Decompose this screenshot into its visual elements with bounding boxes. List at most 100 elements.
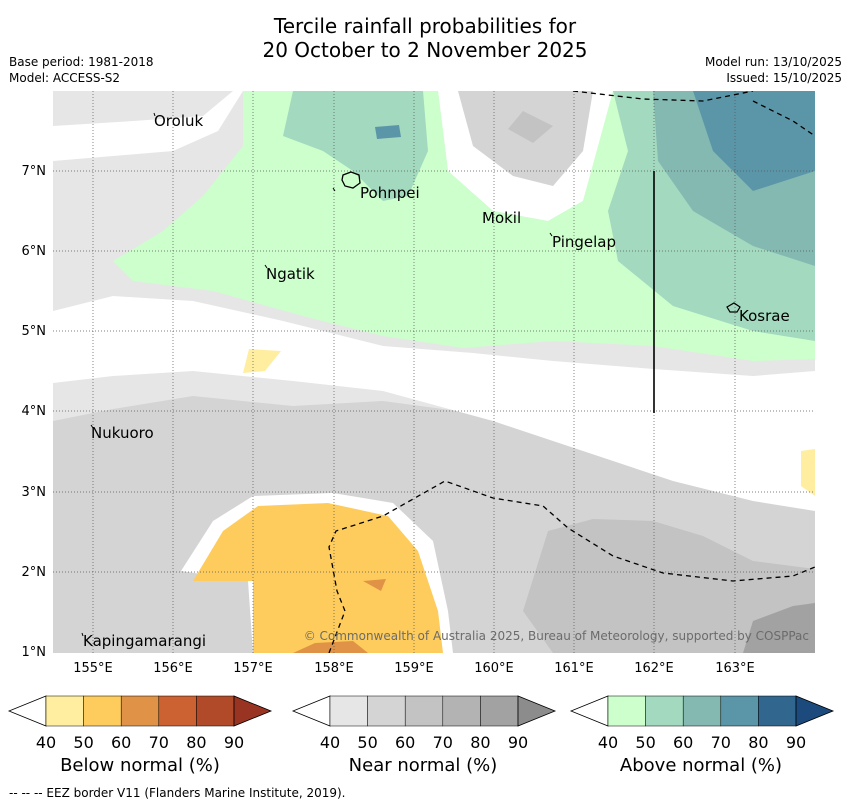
lat-tick-1n: 1°N [21,645,47,660]
place-label-kapingamarangi: Kapingamarangi [83,632,206,650]
lat-tick-4n: 4°N [21,404,47,419]
near-colorbar-segment [329,695,368,727]
lat-tick-5n: 5°N [21,324,47,339]
legend-colorbars [7,695,835,727]
lon-tick-157e: 157°E [233,661,273,676]
probability-map: Oroluk Pohnpei Mokil Pingelap Ngatik Kos… [53,91,815,653]
above-colorbar-segment [758,695,797,727]
below-colorbar-tick-label: 70 [148,733,169,752]
copyright-notice: © Commonwealth of Australia 2025, Bureau… [304,629,809,643]
near-normal-60-north [508,111,553,143]
near-colorbar-segment [442,695,481,727]
pohnpei-island [341,171,361,189]
near-normal-oroluk-region [53,91,233,126]
above-colorbar-tick-label: 60 [673,733,694,752]
near-colorbar-tick-label: 70 [432,733,453,752]
lat-tick-7n: 7°N [21,164,47,179]
near-colorbar-segment [367,695,406,727]
lon-tick-163e: 163°E [715,661,755,676]
place-label-pohnpei: Pohnpei [360,184,420,202]
eez-footnote: -- -- -- EEZ border V11 (Flanders Marine… [9,786,346,800]
lon-tick-160e: 160°E [474,661,514,676]
below-colorbar-tick-label: 80 [186,733,207,752]
above-normal-70-pohnpei [375,125,401,139]
above-colorbar-tick-label: 50 [635,733,656,752]
below-normal-40-east [801,449,815,496]
issued-label: Issued: 15/10/2025 [726,71,842,85]
oroluk-atoll [153,112,156,117]
lon-tick-158e: 158°E [314,661,354,676]
near-colorbar-segment [404,695,444,727]
below-colorbar-segment [196,695,235,727]
kosrae-island [726,302,741,313]
map-title-line1: Tercile rainfall probabilities for [273,14,577,38]
below-colorbar-tick-label: 60 [111,733,132,752]
pingelap-atoll [549,232,553,237]
place-label-kosrae: Kosrae [739,307,790,325]
kapingamarangi-atoll [81,632,84,637]
lon-tick-161e: 161°E [554,661,594,676]
near-normal-colorbar [291,695,557,727]
near-colorbar-low-extension [291,695,331,727]
eez-border [328,91,815,653]
above-colorbar-segment [720,695,759,727]
below-colorbar-low-extension [7,695,47,727]
near-colorbar-tick-label: 40 [319,733,341,752]
below-normal-40-patch [243,349,281,373]
below-normal-60-south [293,641,368,653]
base-period-label: Base period: 1981-2018 [9,55,154,69]
above-colorbar-tick-label: 70 [710,733,731,752]
and-atoll [332,187,336,192]
above-colorbar-tick-label: 40 [597,733,619,752]
below-normal-50-region [193,503,443,653]
ngatik-atoll [264,264,268,269]
near-colorbar-tick-label: 80 [470,733,491,752]
below-colorbar-high-extension [233,695,273,727]
lon-tick-159e: 159°E [394,661,434,676]
below-colorbar-segment [158,695,197,727]
below-colorbar-tick-label: 40 [35,733,57,752]
below-colorbar-tick-label: 50 [73,733,94,752]
below-colorbar-segment [120,695,160,727]
model-run-label: Model run: 13/10/2025 [704,55,842,69]
lat-tick-2n: 2°N [21,565,47,580]
above-colorbar-tick-label: 90 [785,733,807,752]
place-label-ngatik: Ngatik [266,265,315,283]
above-normal-50-pohnpei [283,91,428,201]
near-normal-title: Near normal (%) [348,755,498,776]
below-normal-title: Below normal (%) [60,755,220,776]
near-colorbar-tick-label: 90 [507,733,529,752]
nukuoro-atoll [90,424,94,429]
below-normal-60-spot [363,579,386,591]
lon-tick-156e: 156°E [153,661,193,676]
lat-tick-6n: 6°N [21,244,47,259]
place-label-mokil: Mokil [482,209,521,227]
above-colorbar-segment [682,695,722,727]
near-colorbar-tick-label: 60 [395,733,416,752]
above-normal-title: Above normal (%) [619,755,783,776]
below-colorbar-segment [83,695,122,727]
above-normal-colorbar [569,695,835,727]
near-colorbar-tick-label: 50 [357,733,378,752]
normal-neutral-region [53,296,815,511]
above-colorbar-high-extension [795,695,835,727]
near-normal-80-region [743,603,815,653]
place-label-oroluk: Oroluk [154,112,203,130]
place-label-pingelap: Pingelap [552,233,616,251]
above-normal-70-east [693,91,815,191]
below-colorbar-tick-label: 90 [223,733,245,752]
above-colorbar-low-extension [569,695,609,727]
lon-tick-155e: 155°E [73,661,113,676]
near-colorbar-high-extension [517,695,557,727]
above-colorbar-segment [645,695,684,727]
below-colorbar-segment [45,695,84,727]
above-colorbar-segment [607,695,646,727]
near-colorbar-segment [480,695,519,727]
map-title-line2: 20 October to 2 November 2025 [262,38,588,62]
below-normal-colorbar [7,695,273,727]
place-label-nukuoro: Nukuoro [91,424,154,442]
lon-tick-162e: 162°E [634,661,674,676]
near-normal-60-region [523,519,815,653]
lat-tick-3n: 3°N [21,485,47,500]
model-label: Model: ACCESS-S2 [9,71,121,85]
